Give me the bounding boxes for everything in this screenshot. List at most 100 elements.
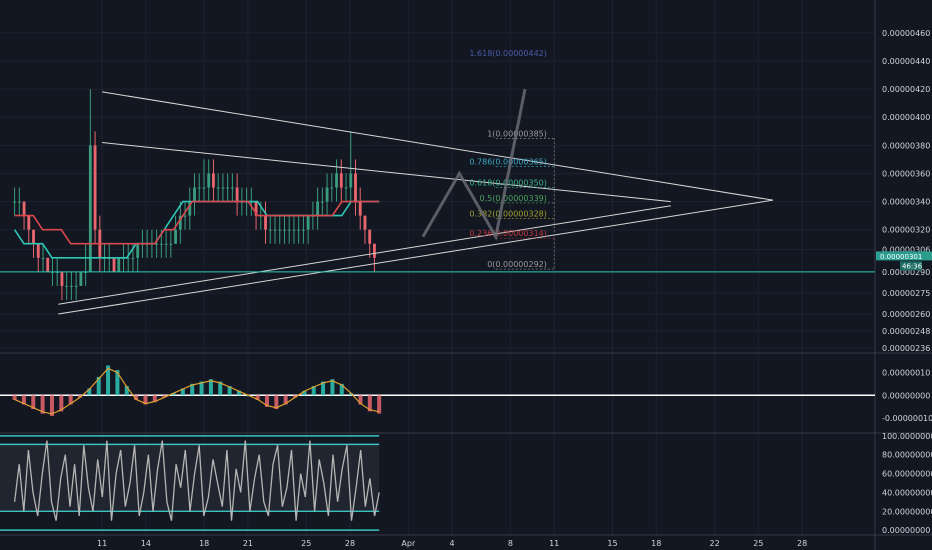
- candle-body: [93, 145, 97, 230]
- macd-histogram-bar: [68, 395, 73, 405]
- macd-histogram-bar: [12, 395, 17, 400]
- stoch-tick-label: 60.00000000: [882, 470, 932, 479]
- trend-line[interactable]: [102, 142, 671, 203]
- macd-tick-label: -0.00000010: [882, 414, 932, 423]
- macd-signal-line: [14, 367, 380, 415]
- candle-body: [60, 271, 64, 286]
- candle-body: [354, 173, 357, 202]
- macd-histogram-bar: [321, 381, 326, 396]
- candle-body: [273, 229, 277, 231]
- candle-body: [197, 187, 201, 189]
- candle-body: [292, 229, 296, 231]
- axes: 11 14 18 21 25 28 Apr 4 8 11 15 18 22 25 28 0.00000460 0…: [97, 29, 932, 548]
- candle-body: [264, 215, 267, 230]
- price-tick-label: 0.00000260: [882, 310, 930, 319]
- x-tick-label: 18: [199, 539, 209, 548]
- stoch-tick-label: 100.00000000: [882, 432, 932, 441]
- candle-body: [69, 285, 73, 287]
- macd-histogram-bar: [190, 383, 195, 396]
- stoch-tick-label: 20.00000000: [882, 507, 932, 516]
- macd-histogram-bar: [106, 365, 111, 396]
- candle-body: [178, 215, 182, 230]
- countdown-value: 46:36: [902, 262, 923, 270]
- fib-level-label: 0.786(0.00000365): [469, 157, 547, 166]
- trend-line[interactable]: [58, 199, 773, 315]
- candle-body: [226, 187, 230, 189]
- macd-histogram-bar: [264, 395, 269, 407]
- price-panel[interactable]: 1.618(0.00000442)1(0.00000385)0.786(0.00…: [0, 49, 875, 315]
- candle-body: [349, 173, 353, 188]
- trend-line[interactable]: [58, 205, 671, 305]
- macd-histogram-bar: [367, 395, 372, 412]
- candle-body: [344, 187, 348, 189]
- candle-body: [254, 201, 258, 216]
- macd-histogram-bar: [283, 395, 288, 405]
- candle-body: [287, 229, 291, 231]
- price-tick-label: 0.00000460: [882, 29, 930, 38]
- candle-body: [193, 187, 196, 202]
- price-tick-label: 0.00000360: [882, 169, 930, 178]
- fib-level-label: 0.618(0.00000350): [469, 179, 547, 188]
- countdown-tag: [900, 261, 922, 271]
- candle-body: [27, 215, 31, 230]
- price-tick-label: 0.00000440: [882, 57, 930, 66]
- price-tick-label: 0.00000236: [882, 344, 930, 353]
- price-tick-label: 0.00000420: [882, 85, 930, 94]
- candle-body: [297, 229, 301, 231]
- macd-histogram-bar: [236, 390, 241, 396]
- x-tick-label: 15: [607, 539, 617, 548]
- candle-body: [112, 257, 116, 272]
- candle-body: [174, 229, 177, 244]
- red-moving-average: [14, 200, 380, 245]
- candle-body: [164, 243, 168, 245]
- price-tick-label: 0.00000320: [882, 226, 930, 235]
- candle-body: [131, 257, 135, 259]
- x-tick-label: 22: [709, 539, 719, 548]
- macd-tick-label: 0.00000000: [882, 391, 930, 400]
- x-tick-label: Apr: [401, 539, 416, 548]
- last-price-value: 0.00000301: [880, 253, 922, 261]
- macd-panel[interactable]: [0, 365, 875, 416]
- trend-line[interactable]: [102, 91, 773, 201]
- candle-body: [368, 229, 372, 244]
- projection-path[interactable]: [421, 88, 527, 241]
- candle-body: [373, 243, 376, 258]
- candle-body: [212, 173, 215, 188]
- x-tick-label: 4: [450, 539, 455, 548]
- candle-body: [230, 187, 234, 189]
- macd-histogram-bar: [293, 395, 298, 398]
- macd-histogram-bar: [59, 395, 64, 412]
- stoch-tick-label: 0.00000000: [882, 526, 930, 535]
- candle-body: [306, 215, 310, 230]
- macd-histogram-bar: [31, 395, 36, 410]
- macd-histogram-bar: [311, 386, 316, 396]
- stoch-panel[interactable]: [0, 435, 380, 531]
- candle-body: [330, 187, 334, 189]
- fib-level-label: 0.382(0.00000328): [469, 209, 547, 218]
- candle-body: [183, 215, 187, 217]
- price-tick-label: 0.00000400: [882, 113, 930, 122]
- x-tick-label: 11: [549, 539, 559, 548]
- candle-body: [316, 201, 320, 216]
- candle-body: [41, 257, 45, 259]
- stoch-tick-label: 40.00000000: [882, 488, 932, 497]
- candle-body: [13, 201, 17, 203]
- x-tick-label: 28: [797, 539, 807, 548]
- macd-histogram-bar: [162, 395, 167, 398]
- macd-histogram-bar: [152, 395, 157, 403]
- macd-histogram-bar: [339, 383, 344, 396]
- macd-histogram-bar: [21, 395, 26, 405]
- macd-histogram-bar: [227, 386, 232, 396]
- macd-histogram-bar: [349, 393, 354, 396]
- macd-histogram-bar: [115, 370, 120, 396]
- x-tick-label: 18: [651, 539, 661, 548]
- stoch-line: [13, 440, 380, 521]
- candle-body: [278, 229, 282, 231]
- macd-histogram-bar: [78, 395, 83, 398]
- macd-histogram-bar: [358, 395, 363, 405]
- macd-histogram-bar: [274, 395, 279, 410]
- x-tick-label: 11: [97, 539, 107, 548]
- price-tick-label: 0.00000290: [882, 268, 930, 277]
- fib-level-label: 0.5(0.00000339): [480, 194, 547, 203]
